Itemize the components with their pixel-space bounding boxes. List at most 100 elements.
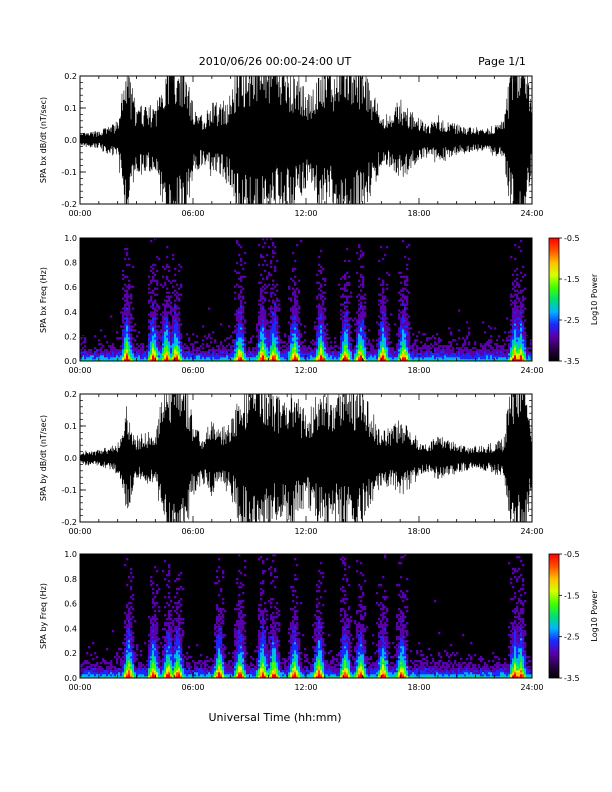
spectrogram-cell xyxy=(410,357,413,360)
spectrogram-cell xyxy=(518,341,521,344)
spectrogram-cell xyxy=(188,351,191,354)
spectrogram-cell xyxy=(226,351,229,354)
spectrogram-cell xyxy=(164,317,167,320)
spectrogram-cell xyxy=(180,656,183,659)
spectrogram-cell xyxy=(180,618,183,621)
spectrogram-cell xyxy=(386,245,389,249)
spectrogram-cell xyxy=(272,337,275,340)
spectrogram-cell xyxy=(156,650,159,653)
spectrogram-cell xyxy=(258,321,261,324)
spectrogram-cell xyxy=(170,357,173,360)
spectrogram-cell xyxy=(236,239,239,243)
spectrogram-cell xyxy=(168,650,171,653)
spectrogram-cell xyxy=(260,349,263,352)
spectrogram-cell xyxy=(490,355,493,358)
spectrogram-cell xyxy=(174,343,177,346)
spectrogram-cell xyxy=(382,283,385,286)
spectrogram-cell xyxy=(190,359,193,362)
spectrogram-cell xyxy=(170,650,173,653)
spectrogram-cell xyxy=(348,345,351,348)
spectrogram-cell xyxy=(350,355,353,358)
spectrogram-cell xyxy=(402,343,405,346)
spectrogram-cell xyxy=(272,291,275,294)
spectrogram-cell xyxy=(396,351,399,354)
spectrogram-cell xyxy=(298,343,301,346)
spectrogram-cell xyxy=(148,321,151,324)
spectrogram-cell xyxy=(412,333,415,336)
spectrogram-cell xyxy=(394,359,397,362)
spectrogram-cell xyxy=(318,307,321,310)
spectrogram-cell xyxy=(266,291,269,294)
spectrogram-cell xyxy=(100,670,103,673)
spectrogram-cell xyxy=(126,624,129,627)
spectrogram-cell xyxy=(318,351,321,354)
spectrogram-cell xyxy=(486,343,489,346)
spectrogram-cell xyxy=(180,664,183,667)
spectrogram-cell xyxy=(316,343,319,346)
spectrogram-cell xyxy=(168,345,171,348)
spectrogram-cell xyxy=(170,670,173,673)
spectrogram-cell xyxy=(182,674,185,677)
spectrogram-cell xyxy=(340,347,343,350)
spectrogram-cell xyxy=(184,668,187,671)
spectrogram-cell xyxy=(186,670,189,673)
spectrogram-cell xyxy=(450,345,453,348)
spectrogram-cell xyxy=(172,664,175,667)
spectrogram-cell xyxy=(172,315,175,318)
spectrogram-cell xyxy=(164,345,167,348)
spectrogram-cell xyxy=(448,345,451,348)
spectrogram-cell xyxy=(398,335,401,338)
spectrogram-cell xyxy=(162,335,165,338)
spectrogram-cell xyxy=(124,325,127,328)
spectrogram-cell xyxy=(126,329,129,332)
spectrogram-cell xyxy=(324,331,327,334)
spectrogram-cell xyxy=(142,355,145,358)
spectrogram-cell xyxy=(316,351,319,354)
spectrogram-cell xyxy=(144,674,147,677)
spectrogram-cell xyxy=(408,349,411,352)
spectrogram-cell xyxy=(204,662,207,665)
spectrogram-cell xyxy=(126,327,129,330)
spectrogram-cell xyxy=(94,672,97,675)
spectrogram-cell xyxy=(440,351,443,354)
spectrogram-cell xyxy=(524,349,527,352)
spectrogram-cell xyxy=(180,357,183,360)
spectrogram-cell xyxy=(514,269,517,273)
spectrogram-cell xyxy=(318,327,321,330)
spectrogram-cell xyxy=(188,357,191,360)
spectrogram-cell xyxy=(162,331,165,334)
spectrogram-cell xyxy=(176,343,179,346)
spectrogram-cell xyxy=(132,660,135,663)
spectrogram-cell xyxy=(436,349,439,352)
spectrogram-cell xyxy=(158,305,161,308)
spectrogram-cell xyxy=(126,331,129,334)
spectrogram-cell xyxy=(168,636,171,639)
spectrogram-cell xyxy=(216,353,219,356)
spectrogram-cell xyxy=(92,664,95,667)
spectrogram-cell xyxy=(344,283,347,286)
spectrogram-cell xyxy=(178,650,181,653)
spectrogram-cell xyxy=(406,339,409,342)
spectrogram-cell xyxy=(406,359,409,362)
spectrogram-cell xyxy=(382,339,385,342)
spectrogram-cell xyxy=(424,359,427,362)
spectrogram-cell xyxy=(386,345,389,348)
spectrogram-cell xyxy=(176,640,179,643)
spectrogram-cell xyxy=(520,349,523,352)
spectrogram-cell xyxy=(146,668,149,671)
spectrogram-cell xyxy=(348,351,351,354)
spectrogram-cell xyxy=(150,636,153,639)
spectrogram-cell xyxy=(210,349,213,352)
spectrogram-cell xyxy=(268,313,271,316)
spectrogram-cell xyxy=(210,357,213,360)
spectrogram-cell xyxy=(166,632,169,635)
spectrogram-cell xyxy=(296,341,299,344)
spectrogram-cell xyxy=(360,329,363,332)
spectrogram-cell xyxy=(154,345,157,348)
spectrogram-cell xyxy=(80,676,83,679)
spectrogram-cell xyxy=(134,674,137,677)
spectrogram-cell xyxy=(478,357,481,360)
spectrogram-cell xyxy=(402,313,405,316)
spectrogram-cell xyxy=(348,329,351,332)
spectrogram-cell xyxy=(102,676,105,679)
